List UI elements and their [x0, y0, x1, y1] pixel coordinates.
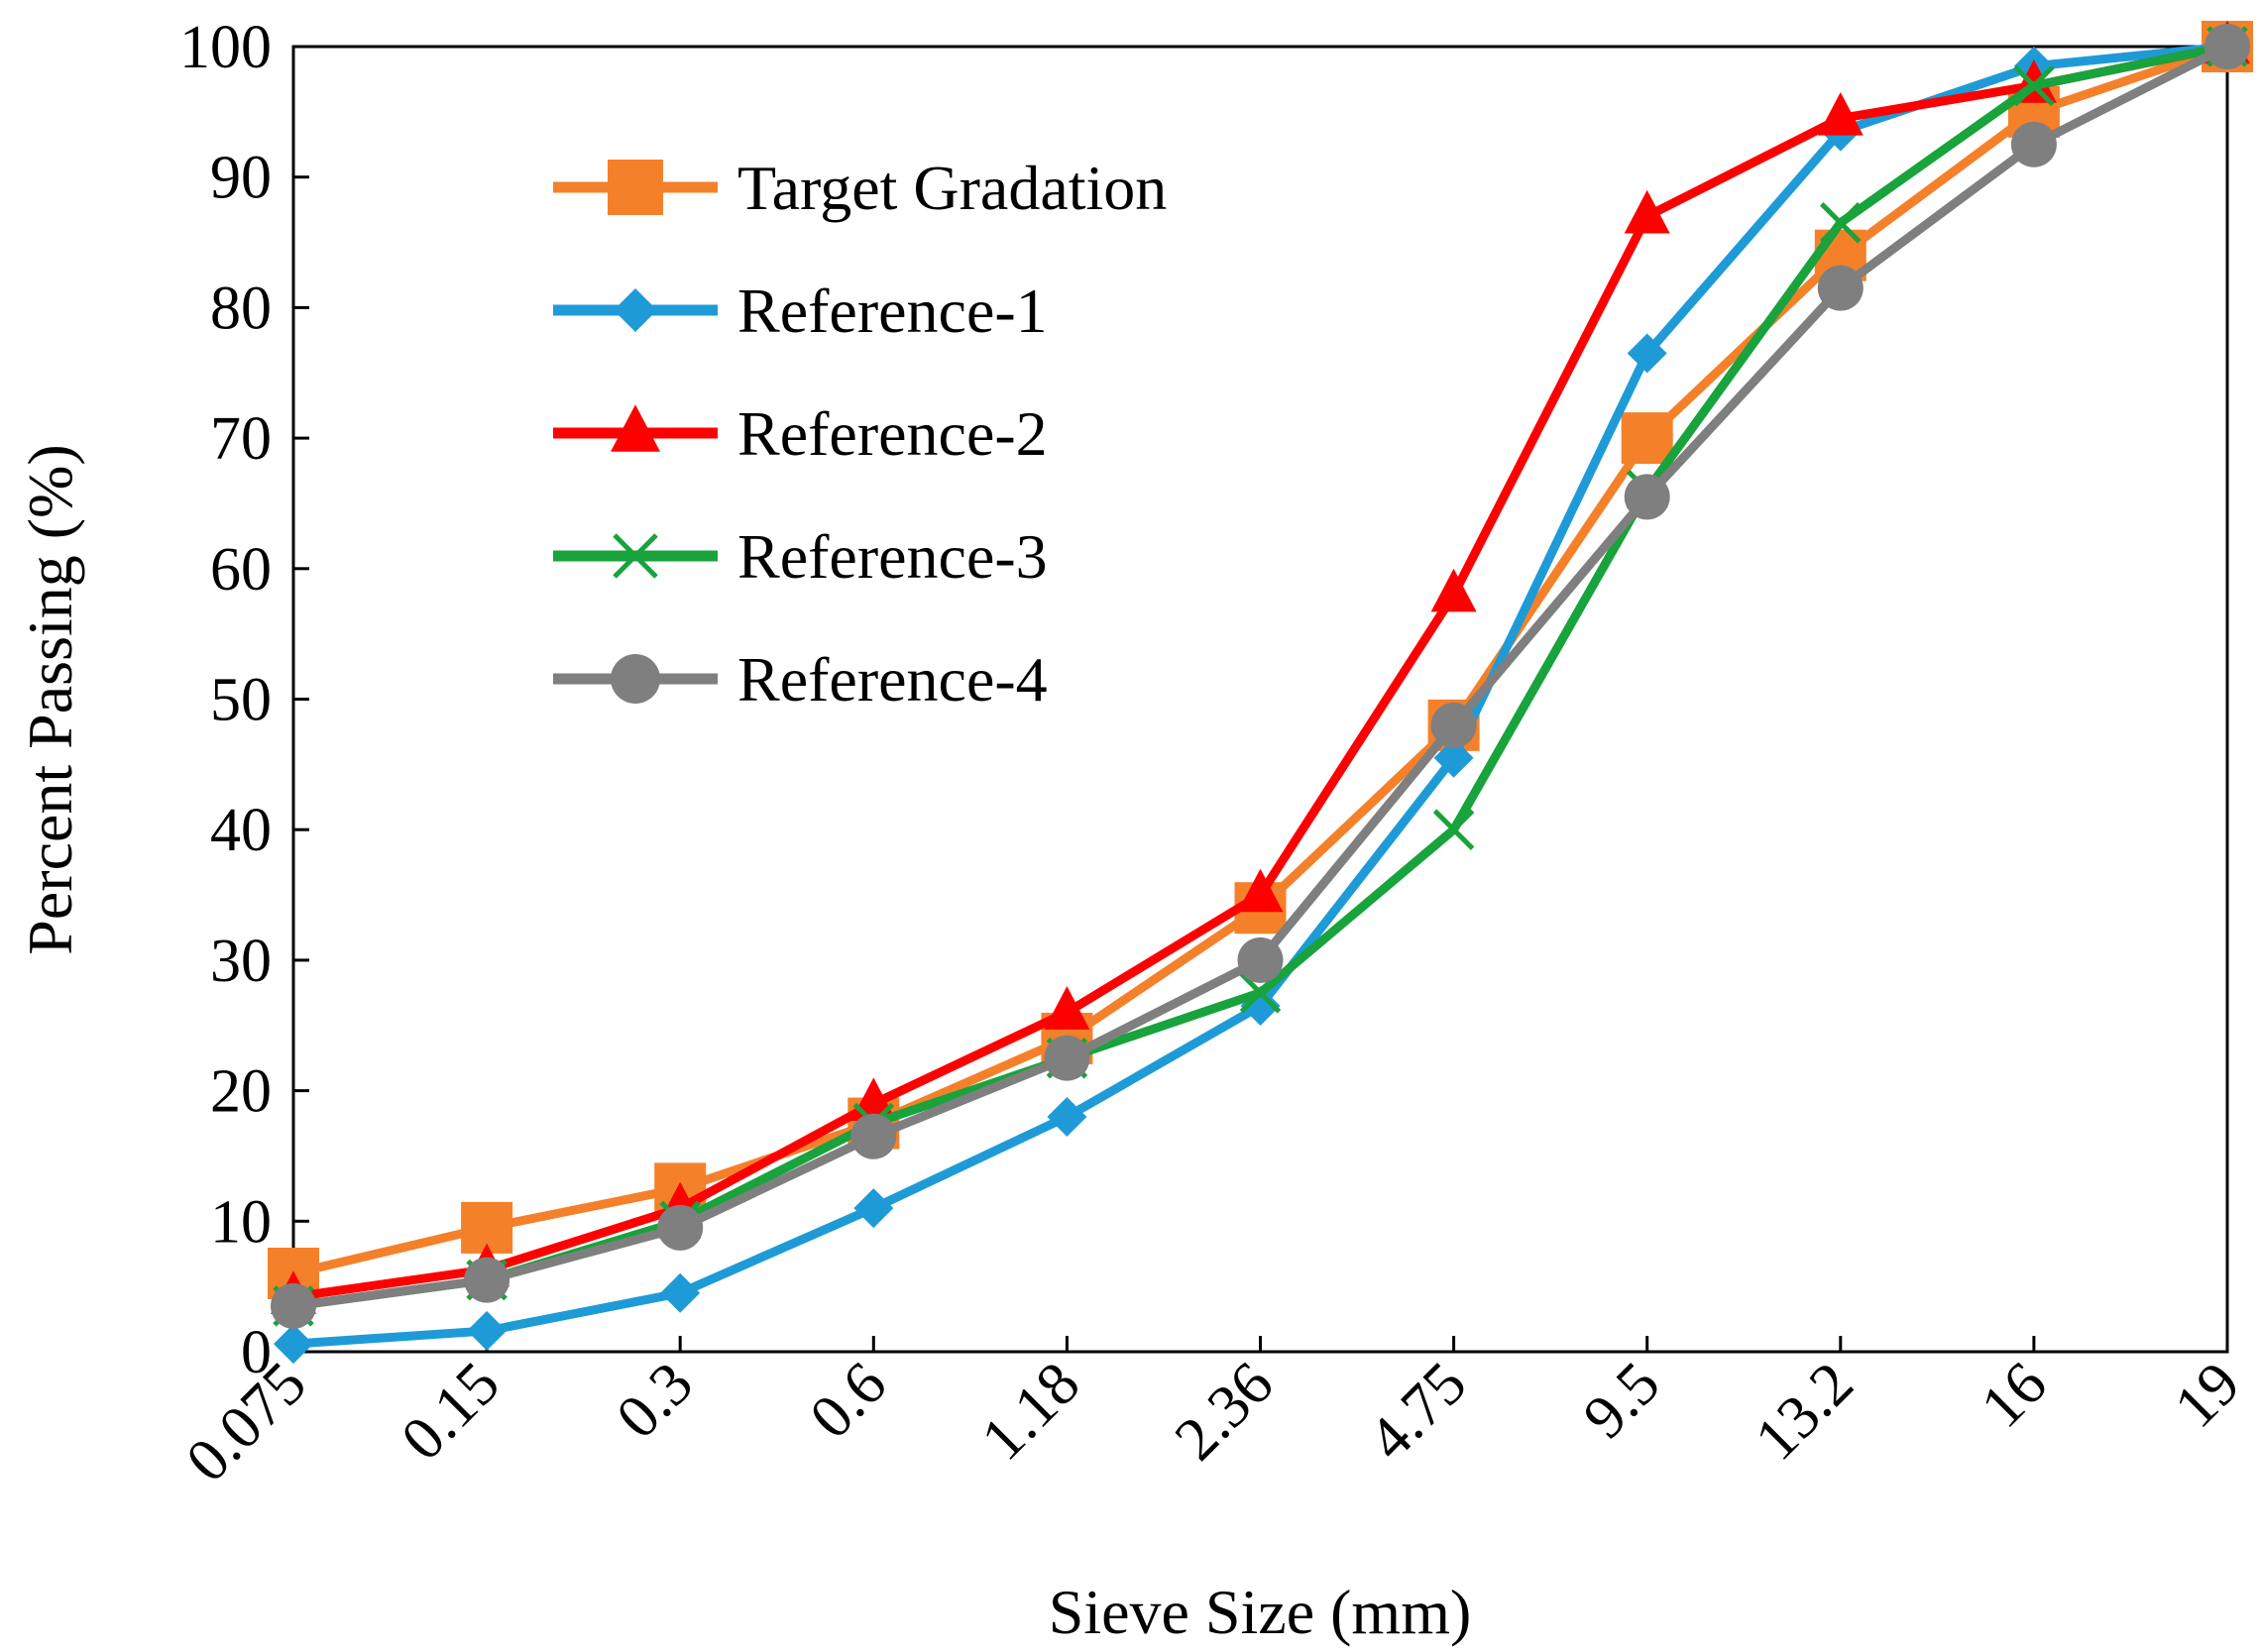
series-reference-2: [271, 20, 2250, 1314]
data-point: [271, 1282, 316, 1329]
data-point: [274, 1324, 313, 1365]
y-tick-label: 10: [210, 1188, 272, 1256]
x-axis: 0.075 0.15 0.3 0.6 1.18 2.36 4.75 9.5 13.2 16 19: [173, 1336, 2253, 1495]
y-tick-label: 60: [210, 536, 272, 604]
x-axis-title: Sieve Size (mm): [1049, 1577, 1472, 1647]
legend-item: Target Gradation: [553, 153, 1167, 223]
data-point: [613, 533, 658, 579]
data-point: [614, 288, 657, 332]
data-point: [467, 1310, 508, 1351]
data-point: [2013, 64, 2055, 107]
y-axis: 0 10 20 30 40 50 60 70 80 90 100: [179, 14, 309, 1386]
y-tick-label: 40: [210, 797, 272, 864]
data-point: [1432, 809, 1475, 850]
data-point: [660, 1272, 701, 1313]
legend-label: Reference-4: [737, 644, 1048, 715]
data-point: [611, 404, 660, 452]
x-tick-label: 13.2: [1743, 1350, 1866, 1474]
series-line: [291, 42, 2229, 1278]
legend-item: Reference-2: [553, 398, 1048, 469]
data-point: [1237, 868, 1284, 913]
y-tick-label: 50: [210, 667, 272, 734]
data-point: [1621, 412, 1673, 465]
legend-label: Reference-1: [737, 275, 1048, 346]
data-point: [1239, 972, 1282, 1014]
series-layer: [268, 20, 2253, 1365]
x-tick-label: 0.15: [389, 1350, 512, 1474]
data-point: [2204, 24, 2250, 69]
x-tick-label: 16: [1969, 1350, 2060, 1441]
series-line: [292, 42, 2228, 1302]
data-point: [1627, 333, 1667, 374]
legend-item: Reference-4: [553, 644, 1048, 715]
data-point: [2010, 121, 2057, 167]
data-point: [1047, 1096, 1087, 1137]
data-point: [464, 1257, 510, 1303]
plot-area-frame: [291, 45, 2229, 1354]
data-point: [853, 1188, 894, 1229]
y-tick-label: 70: [210, 405, 272, 473]
legend-label: Reference-3: [737, 521, 1048, 592]
legend-item: Reference-1: [553, 275, 1048, 346]
data-point: [1624, 474, 1670, 520]
legend-label: Target Gradation: [737, 153, 1167, 223]
x-tick-label: 9.5: [1571, 1350, 1673, 1452]
data-point: [1817, 91, 1864, 136]
data-point: [1817, 265, 1864, 311]
y-tick-label: 80: [210, 275, 272, 342]
series-reference-4: [271, 24, 2250, 1329]
y-tick-label: 0: [241, 1319, 272, 1386]
data-point: [611, 654, 660, 704]
series-reference-1: [274, 27, 2247, 1365]
data-point: [1044, 986, 1090, 1030]
y-axis-title: Percent Passing (%): [15, 444, 85, 954]
data-point: [1237, 936, 1284, 983]
data-point: [1430, 702, 1477, 748]
series-target-gradation: [268, 21, 2253, 1299]
legend-item: Reference-3: [553, 521, 1048, 592]
x-tick-label: 19: [2162, 1350, 2253, 1441]
y-tick-label: 90: [210, 145, 272, 212]
data-point: [1430, 568, 1477, 612]
x-tick-label: 4.75: [1356, 1350, 1480, 1474]
data-point: [1624, 189, 1670, 234]
y-tick-label: 100: [179, 14, 272, 81]
legend: Target Gradation Reference-1 Reference-2 Re…: [553, 153, 1167, 715]
data-point: [657, 1204, 704, 1251]
series-line: [292, 42, 2228, 1349]
data-point: [1044, 1035, 1090, 1081]
x-tick-label: 0.3: [604, 1350, 706, 1452]
data-point: [608, 160, 663, 215]
x-tick-label: 2.36: [1163, 1350, 1287, 1474]
y-tick-label: 30: [210, 928, 272, 995]
x-tick-label: 1.18: [968, 1350, 1092, 1474]
data-point: [850, 1113, 897, 1159]
data-point: [1433, 737, 1474, 778]
y-tick-label: 20: [210, 1058, 272, 1126]
data-point: [1820, 202, 1862, 244]
legend-label: Reference-2: [737, 398, 1048, 469]
x-tick-label: 0.6: [797, 1350, 899, 1452]
